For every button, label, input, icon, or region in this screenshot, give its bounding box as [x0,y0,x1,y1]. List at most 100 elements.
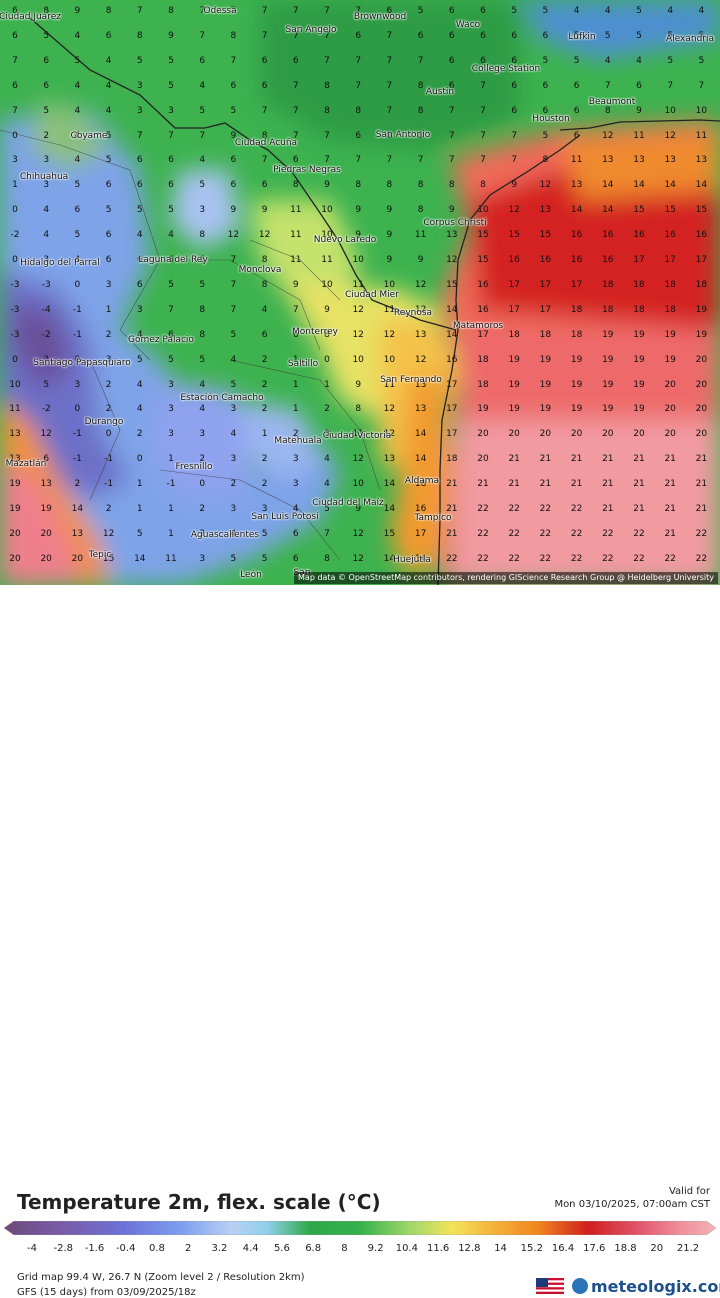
temperature-value: 16 [602,230,614,241]
temperature-value: 18 [477,379,489,390]
brand-logo[interactable]: meteologix.com [536,1275,720,1297]
temperature-value: 6 [168,155,174,166]
temperature-value: 8 [199,329,206,340]
temperature-value: 8 [136,30,143,41]
temperature-value: -2 [41,404,51,415]
temperature-value: 22 [570,528,583,539]
temperature-value: 4 [604,55,611,66]
temperature-value: 22 [508,504,520,514]
temperature-value: 20 [664,429,676,440]
temperature-value: 6 [636,80,642,91]
temperature-value: 1 [168,504,174,514]
temperature-map[interactable]: 6 8 9 8 7 8 7 7 7 7 7 7 6 5 6 6 5 5 4 4 5 4 4 6 5 4 6 8 9 7 8 7 7 7 6 7 6 6 6 6… [0,0,720,585]
temperature-value: 0 [12,205,18,216]
temperature-value: 4 [324,454,330,465]
grid-info: Grid map 99.4 W, 26.7 N (Zoom level 2 / … [17,1272,305,1283]
temperature-value: 5 [168,279,174,290]
temperature-value: -1 [72,429,82,440]
temperature-value: 7 [168,304,174,315]
temperature-value: 17 [695,255,708,265]
temperature-value: 3 [292,479,299,490]
temperature-value: 9 [261,205,268,216]
temperature-value: 13 [664,155,676,166]
temperature-value: 6 [230,80,237,91]
temperature-value: 5 [43,30,50,41]
scale-tick: 17.6 [583,1243,606,1254]
temperature-value: 5 [168,80,174,91]
temperature-value: 16 [414,504,427,514]
temperature-value: 13 [539,205,552,216]
temperature-value: 22 [570,553,583,564]
temperature-value: 17 [508,279,520,290]
city-label: Austin [425,87,455,97]
temperature-value: 7 [199,30,206,41]
temperature-value: 4 [199,80,206,91]
temperature-value: 2 [74,479,81,490]
temperature-value: 1 [292,404,299,415]
temperature-value: 4 [230,354,237,365]
temperature-value: 15 [633,205,645,216]
temperature-value: 10 [477,205,489,216]
temperature-value: 20 [695,354,708,365]
temperature-value: 5 [261,553,268,564]
temperature-value: 11 [695,130,708,141]
temperature-value: 15 [508,230,520,241]
temperature-value: 7 [480,130,486,141]
temperature-value: 21 [602,479,614,490]
temperature-value: 22 [602,528,614,539]
temperature-value: 4 [698,6,705,16]
temperature-value: 22 [633,528,645,539]
temperature-value: 5 [261,528,268,539]
temperature-value: 21 [446,528,458,539]
temperature-value: 21 [695,479,708,490]
temperature-value: 5 [74,55,81,66]
temperature-value: 9 [355,230,362,241]
temperature-value: 6 [261,180,268,191]
temperature-value: 7 [417,55,424,66]
temperature-value: 6 [292,528,299,539]
temperature-value: 4 [292,504,299,514]
temperature-value: 7 [199,130,206,141]
temperature-value: 2 [261,404,268,415]
temperature-value: 19 [9,504,21,514]
temperature-value: 1 [324,379,330,390]
temperature-value: 10 [9,379,21,390]
city-label: Nuevo Laredo [313,235,377,245]
temperature-value: 21 [602,454,614,465]
temperature-value: 0 [74,354,81,365]
temperature-value: 19 [40,504,52,514]
city-label: Beaumont [588,97,636,107]
temperature-value: 4 [105,80,112,91]
temperature-value: 8 [355,180,362,191]
temperature-value: 20 [570,429,583,440]
temperature-value: 4 [43,230,50,241]
temperature-value: 19 [539,354,552,365]
temperature-value: 11 [321,255,333,265]
temperature-value: 14 [570,205,583,216]
scale-tick: 12.8 [458,1243,481,1254]
scale-tick: -0.4 [115,1243,136,1254]
temperature-value: 10 [695,105,708,116]
temperature-value: 22 [602,553,614,564]
city-label: Aldama [404,476,440,486]
temperature-value: 5 [43,379,50,390]
temperature-value: 16 [664,230,676,241]
temperature-value: 18 [602,304,614,315]
temperature-value: 6 [573,80,580,91]
temperature-value: 8 [386,130,393,141]
temperature-value: 21 [446,504,458,514]
temperature-value: 14 [414,553,427,564]
temperature-value: 5 [136,354,143,365]
temperature-value: 7 [511,130,518,141]
temperature-value: 19 [664,354,676,365]
temperature-value: 8 [417,130,424,141]
temperature-value: -4 [41,304,51,315]
temperature-value: 19 [633,329,645,340]
temperature-value: 8 [324,105,330,116]
temperature-value: 11 [383,304,396,315]
temperature-value: 5 [604,30,611,41]
temperature-value: 19 [695,304,708,315]
temperature-value: 14 [633,180,645,191]
temperature-value: 7 [230,279,237,290]
temperature-value: 18 [633,279,645,290]
